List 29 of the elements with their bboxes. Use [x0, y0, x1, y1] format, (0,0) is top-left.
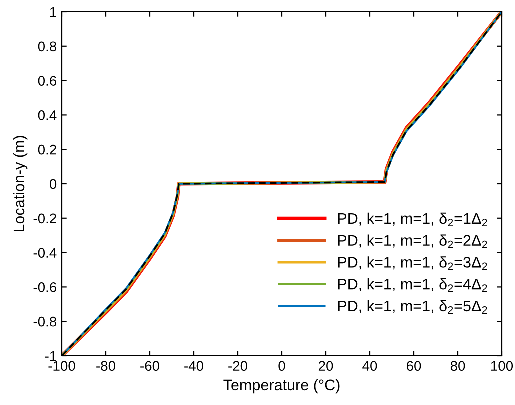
y-tick-label: 1: [50, 7, 56, 18]
y-tick-label: -0.4: [34, 248, 57, 258]
x-tick-label: -20: [228, 361, 248, 372]
y-tick-label: -0.6: [34, 282, 57, 292]
x-tick-label: -80: [96, 361, 116, 372]
y-tick-label: 0.6: [38, 76, 57, 86]
legend-label: PD, k=1, m=1, δ$_{2}$=3Δ$_{2}$: [338, 256, 488, 270]
x-tick-label: -40: [184, 361, 204, 372]
x-tick-label: -60: [140, 361, 160, 372]
x-axis-title: Temperature (°C): [224, 379, 340, 394]
y-tick-label: 0.2: [38, 144, 56, 155]
y-axis-title: Location-y (m): [13, 136, 28, 232]
y-tick-label: -0.2: [34, 214, 56, 224]
legend-label: PD, k=1, m=1, δ$_{2}$=1Δ$_{2}$: [338, 212, 488, 226]
x-tick-label: 20: [318, 361, 334, 372]
x-tick-label: 60: [406, 361, 422, 372]
x-tick-label: 100: [491, 361, 514, 372]
legend-label: PD, k=1, m=1, δ$_{2}$=5Δ$_{2}$: [338, 300, 488, 314]
x-tick-label: 40: [362, 361, 378, 372]
legend-label: PD, k=1, m=1, δ$_{2}$=2Δ$_{2}$: [338, 234, 488, 248]
y-tick-label: 0.8: [38, 42, 57, 52]
x-tick-label: 80: [450, 361, 466, 372]
y-tick-label: 0.4: [38, 110, 57, 120]
y-tick-label: -1: [45, 351, 56, 362]
y-tick-label: -0.8: [34, 316, 57, 327]
legend-label: PD, k=1, m=1, δ$_{2}$=4Δ$_{2}$: [338, 278, 488, 292]
x-tick-label: 0: [278, 361, 286, 372]
y-tick-label: 0: [50, 179, 57, 190]
x-tick-label: -100: [48, 361, 76, 372]
